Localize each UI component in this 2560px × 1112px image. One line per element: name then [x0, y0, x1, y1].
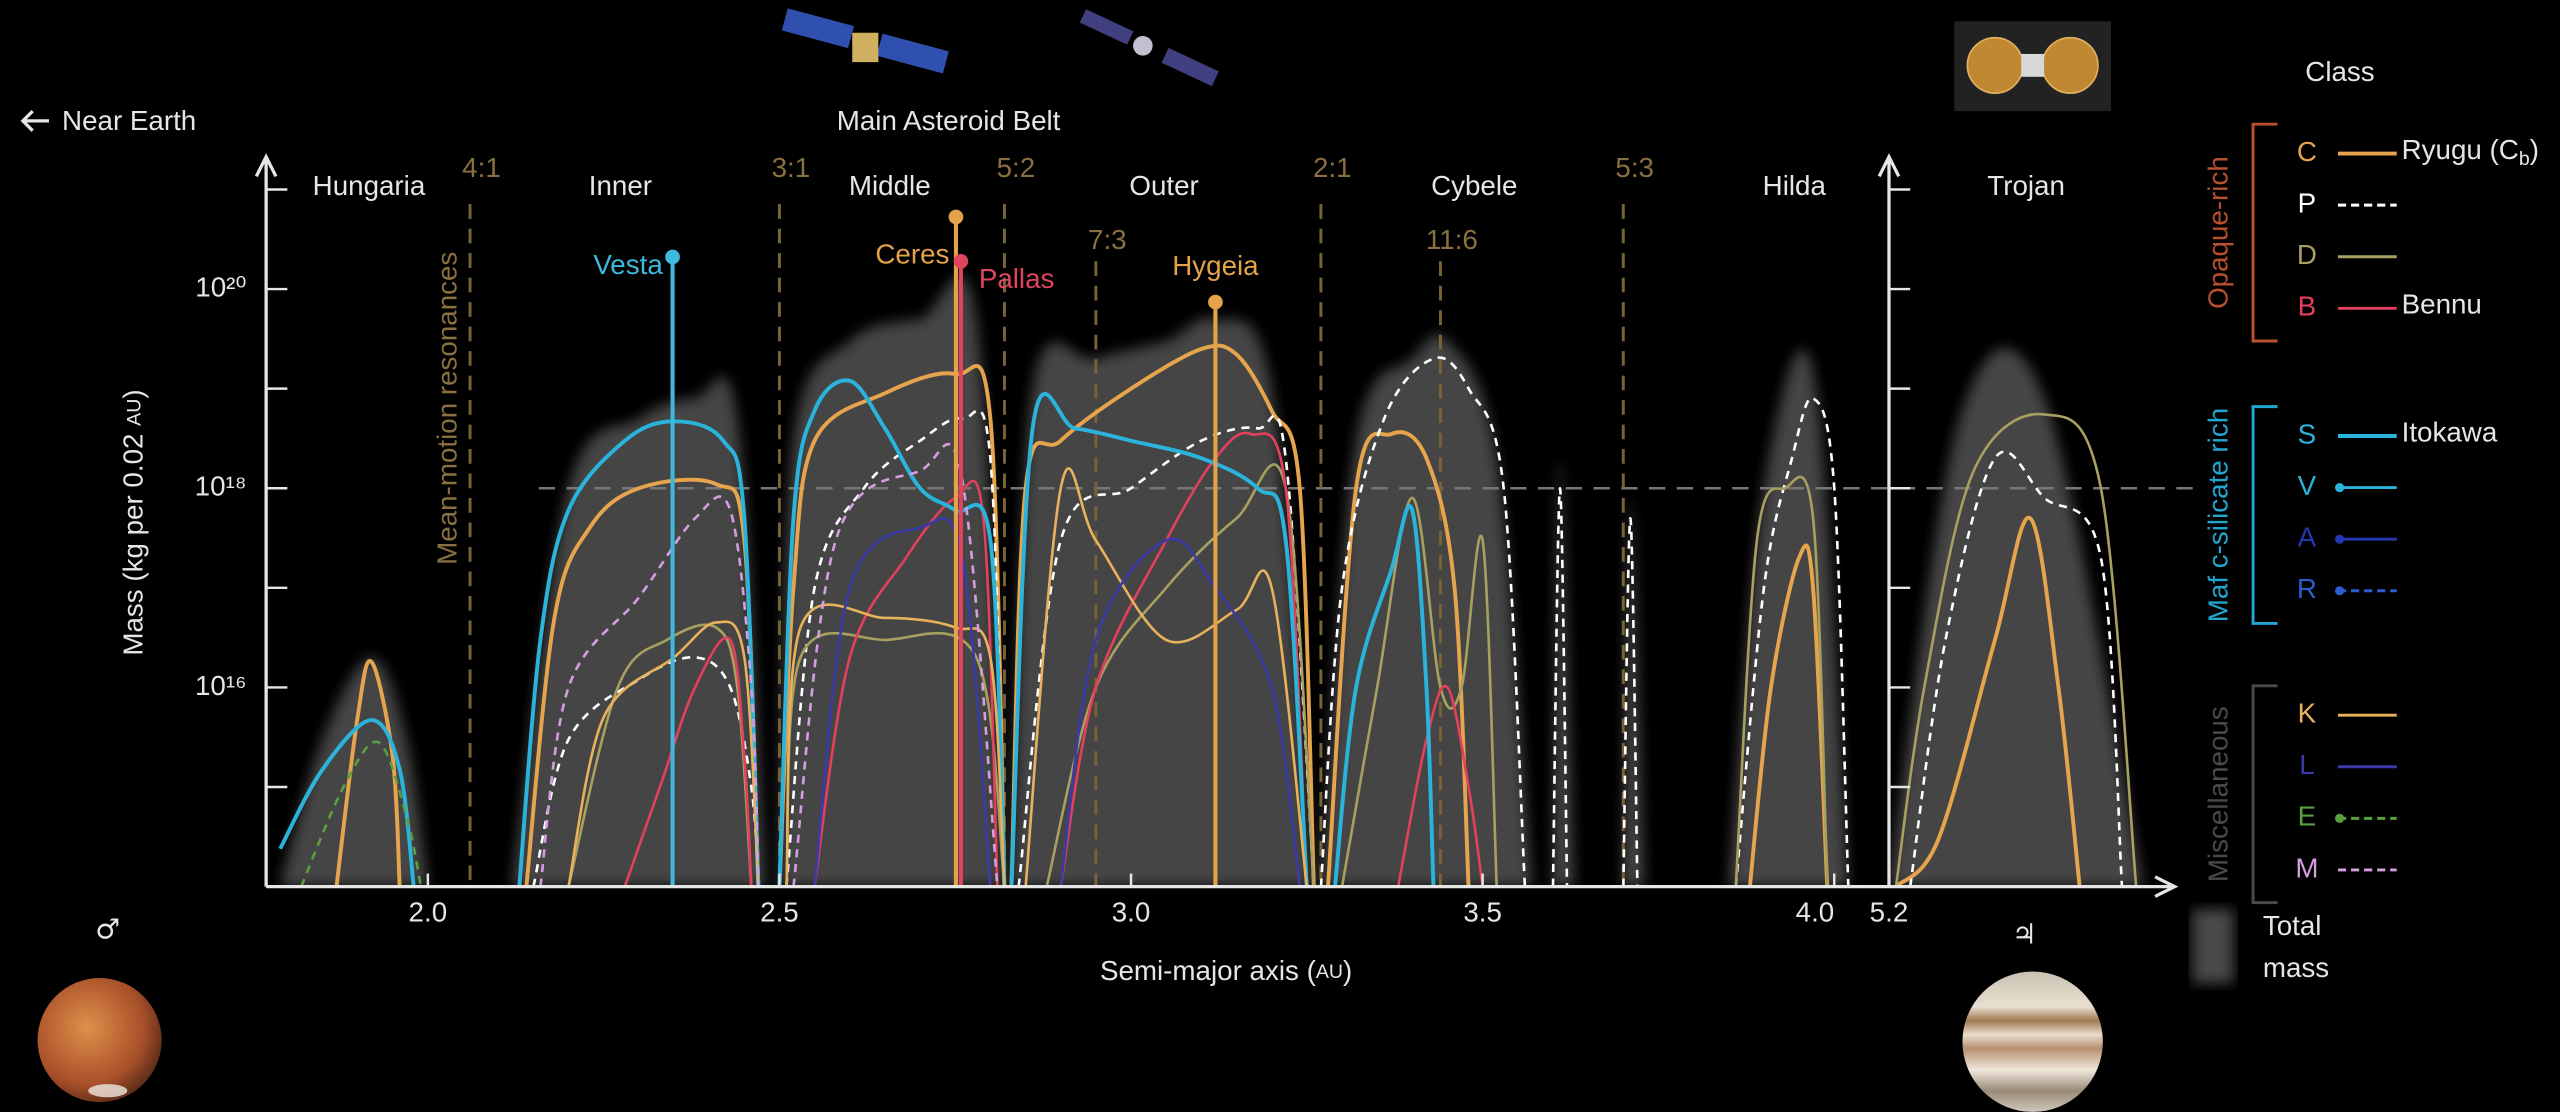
legend-class: L: [2299, 749, 2314, 780]
resonance-label: 5:3: [1615, 152, 1654, 183]
legend-class: A: [2298, 522, 2317, 553]
total-mass-area: [1889, 348, 2143, 887]
legend-class: P: [2298, 187, 2317, 218]
legend-mission: Itokawa: [2402, 417, 2498, 448]
legend-total-mass-swatch: [2193, 909, 2234, 982]
total-mass-area: [280, 276, 1848, 886]
legend-bracket: [2253, 686, 2277, 903]
legend-marker: [2335, 814, 2344, 823]
legend-class: D: [2297, 239, 2317, 270]
region-label: Inner: [589, 170, 652, 201]
mars-image: [38, 978, 162, 1102]
region-label: Outer: [1129, 170, 1198, 201]
legend-mission: Ryugu (Cb): [2402, 134, 2539, 170]
resonance-label: 2:1: [1313, 152, 1352, 183]
x-tick-label: 4.0: [1796, 897, 1835, 928]
region-label: Hilda: [1763, 170, 1827, 201]
region-label: Middle: [849, 170, 931, 201]
y-axis: [256, 157, 276, 887]
region-label: Trojan: [1987, 170, 2065, 201]
asteroid-dot: [665, 250, 680, 265]
y-tick-label: 10²⁰: [195, 271, 246, 302]
legend-class: V: [2298, 470, 2317, 501]
chart-title: Main Asteroid Belt: [837, 105, 1061, 136]
x-axis-title-unit: AU: [1316, 961, 1343, 983]
y-axis-title: Mass (kg per 0.02 AU): [118, 389, 149, 655]
legend-bracket: [2253, 124, 2277, 341]
legend-total-mass-label: mass: [2263, 952, 2329, 983]
x-axis-title-part: Semi-major axis (: [1100, 955, 1317, 986]
legend-mission-part: b: [2519, 148, 2530, 170]
resonance-title: Mean-motion resonances: [431, 252, 462, 565]
resonance-label: 11:6: [1426, 224, 1478, 255]
near-earth-label: Near Earth: [62, 105, 196, 136]
legend-mission-part: Bennu: [2402, 289, 2482, 320]
legend-class: M: [2295, 852, 2318, 883]
legend-mission: Bennu: [2402, 289, 2482, 320]
legend-class: C: [2297, 136, 2317, 167]
region-label: Hungaria: [313, 170, 426, 201]
legend-class: E: [2298, 801, 2317, 832]
asteroid-label: Pallas: [979, 263, 1055, 294]
legend-marker: [2335, 586, 2344, 595]
legend-bracket: [2253, 407, 2277, 624]
chart: 10¹⁶ 10¹⁸ 10²⁰ 2.0 2.5 3.0 3.5 4.0 5.2 4:1 3:1 5:2 7…: [0, 0, 2560, 1112]
y-axis-title-unit: AU: [124, 399, 146, 426]
spacecraft-probe: [1080, 9, 1219, 86]
legend-marker: [2335, 483, 2344, 492]
y-axis-title-part: ): [118, 389, 149, 398]
y-tick-label: 10¹⁶: [195, 670, 247, 701]
x-axis-title-part: ): [1343, 955, 1352, 986]
spacecraft-lucy: [1954, 21, 2111, 111]
legend-total-mass-label: Total: [2263, 910, 2322, 941]
x-tick-label: 3.5: [1463, 897, 1502, 928]
mars-symbol: ♂: [95, 913, 120, 946]
asteroid-label: Vesta: [593, 249, 663, 280]
x-tick-label: 5.2: [1870, 897, 1909, 928]
legend-group-label: Maf c-silicate rich: [2203, 408, 2234, 622]
legend-mission-part: ): [2530, 134, 2539, 165]
legend-class: K: [2298, 698, 2317, 729]
asteroid-dot: [954, 254, 969, 269]
region-label: Cybele: [1431, 170, 1517, 201]
near-earth-arrow: [23, 111, 49, 131]
y-axis-title-part: Mass (kg per 0.02: [118, 426, 149, 656]
legend-mission-part: Ryugu (C: [2402, 134, 2519, 165]
asteroid-dot: [1208, 295, 1223, 310]
y-axis-trojan: [1879, 157, 1899, 887]
legend-marker: [2335, 535, 2344, 544]
x-tick-label: 2.0: [409, 897, 448, 928]
x-axis-title: Semi-major axis (AU): [1100, 955, 1352, 986]
resonance-label: 4:1: [462, 152, 501, 183]
resonance-label: 3:1: [772, 152, 811, 183]
asteroid-label: Hygeia: [1172, 250, 1259, 281]
asteroid-label: Ceres: [875, 238, 949, 269]
resonance-label: 5:2: [997, 152, 1036, 183]
x-tick-label: 2.5: [760, 897, 799, 928]
legend-class: R: [2297, 573, 2317, 604]
x-tick-label: 3.0: [1112, 897, 1151, 928]
asteroid-dot: [949, 210, 964, 225]
y-tick-label: 10¹⁸: [195, 471, 247, 502]
legend-mission-part: Itokawa: [2402, 417, 2498, 448]
legend-class: S: [2298, 418, 2317, 449]
legend-group-label: Opaque-rich: [2203, 156, 2234, 309]
legend-class: B: [2298, 291, 2317, 322]
page: 10¹⁶ 10¹⁸ 10²⁰ 2.0 2.5 3.0 3.5 4.0 5.2 4:1 3:1 5:2 7…: [0, 0, 2560, 1112]
legend-title: Class: [2305, 56, 2374, 87]
spacecraft-dawn: [782, 8, 949, 73]
resonance-label: 7:3: [1088, 224, 1127, 255]
jupiter-image: [1962, 972, 2102, 1112]
jupiter-symbol: ♃: [2012, 918, 2037, 951]
legend-group-label: Miscellaneous: [2203, 706, 2234, 882]
